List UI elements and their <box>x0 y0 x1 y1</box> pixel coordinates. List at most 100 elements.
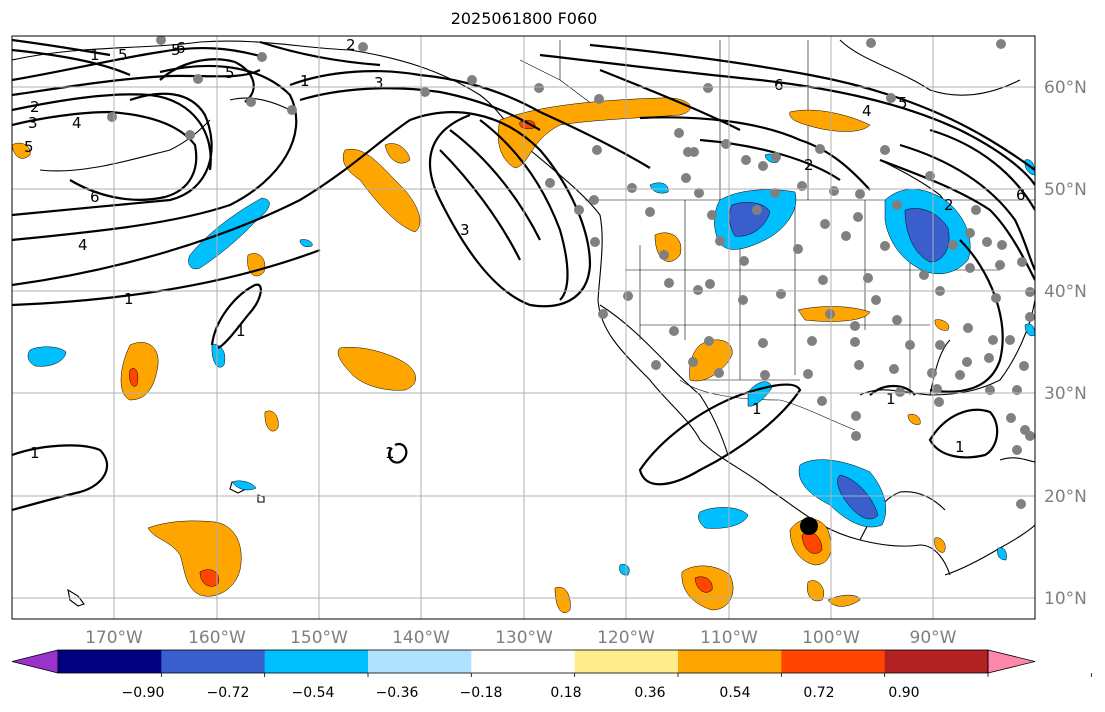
contour-label: 1 <box>90 46 100 64</box>
colorbar <box>11 649 1092 677</box>
contour-label: 5 <box>24 138 34 156</box>
positive-anomaly <box>934 319 950 331</box>
lon-label: 130°W <box>495 628 553 648</box>
negative-anomaly <box>619 564 630 576</box>
contour-label: 1 <box>955 438 965 456</box>
contour-label: 1 <box>385 444 395 462</box>
lat-label: 20°N <box>1044 487 1087 507</box>
positive-anomaly <box>554 586 571 613</box>
contour-labels: 1 1 1 1 1 1 1 1 1 2 2 2 3 3 3 4 4 4 5 5 … <box>24 36 1026 462</box>
colorbar-segment <box>161 650 266 673</box>
contour-label: 5 <box>171 41 181 59</box>
colorbar-tick-label: −0.54 <box>292 685 335 701</box>
negative-anomaly <box>299 239 313 247</box>
negative-anomaly <box>904 208 950 263</box>
contour-label: 6 <box>90 188 100 206</box>
lon-label: 120°W <box>597 628 655 648</box>
contour-label: 1 <box>886 390 896 408</box>
positive-anomaly <box>907 414 921 425</box>
map-plot-area: 1 1 1 1 1 1 1 1 1 2 2 2 3 3 3 4 4 4 5 5 … <box>12 36 1035 619</box>
contour-label: 3 <box>374 74 384 92</box>
colorbar-tick-label: −0.90 <box>122 685 165 701</box>
contour-label: 6 <box>1016 186 1026 204</box>
contour-label: 5 <box>225 64 235 82</box>
contour-label: 1 <box>124 290 134 308</box>
negative-anomaly <box>698 507 749 529</box>
negative-anomaly <box>997 547 1007 561</box>
lat-label: 30°N <box>1044 384 1087 404</box>
negative-anomaly <box>231 480 257 491</box>
positive-anomaly <box>384 143 411 164</box>
contour-label: 5 <box>898 94 908 112</box>
contour-label: 2 <box>30 98 40 116</box>
contour-label: 2 <box>804 156 814 174</box>
contour-label: 4 <box>72 114 82 132</box>
negative-anomaly <box>27 346 67 367</box>
positive-anomaly <box>129 368 139 387</box>
graticule <box>12 36 1035 619</box>
negative-anomaly <box>211 344 226 368</box>
negative-anomaly <box>649 182 669 194</box>
lat-label: 40°N <box>1044 282 1087 302</box>
lat-label: 50°N <box>1044 180 1087 200</box>
colorbar-tick-label: −0.36 <box>376 685 419 701</box>
colorbar-extend-min <box>11 649 59 674</box>
contour-label: 3 <box>460 221 470 239</box>
contour-label: 4 <box>862 102 872 120</box>
map-frame <box>11 35 1036 620</box>
colorbar-tick-label: −0.72 <box>207 685 250 701</box>
lat-label: 10°N <box>1044 589 1087 609</box>
positive-anomaly <box>12 142 31 159</box>
longitude-labels: 170°W 160°W 150°W 140°W 130°W 120°W 110°… <box>85 628 957 648</box>
contour-label: 1 <box>300 72 310 90</box>
colorbar-segment <box>58 650 162 673</box>
storm-center-marker <box>800 517 818 535</box>
colorbar-frame <box>57 649 989 674</box>
positive-anomaly <box>827 594 861 607</box>
positive-anomaly <box>199 569 220 587</box>
positive-anomaly <box>147 520 242 597</box>
positive-anomaly <box>789 109 871 132</box>
latitude-labels: 60°N 50°N 40°N 30°N 20°N 10°N <box>1044 78 1087 609</box>
lon-label: 140°W <box>392 628 450 648</box>
contour-label: 4 <box>78 236 88 254</box>
lon-label: 160°W <box>188 628 246 648</box>
lon-label: 90°W <box>910 628 957 648</box>
contour-label: 2 <box>346 36 356 54</box>
colorbar-extend-max <box>987 649 1036 674</box>
contour-label: 5 <box>118 46 128 64</box>
lat-label: 60°N <box>1044 78 1087 98</box>
colorbar-tick-label: 0.18 <box>550 685 581 701</box>
negative-anomaly <box>837 474 879 520</box>
positive-anomaly <box>120 342 159 401</box>
lon-label: 110°W <box>700 628 758 648</box>
colorbar-segment <box>471 650 576 673</box>
colorbar-segment <box>264 650 369 673</box>
contour-label: 1 <box>236 322 246 340</box>
positive-anomaly <box>934 537 946 553</box>
colorbar-tick-label: 0.54 <box>719 685 750 701</box>
colorbar-segment <box>574 650 679 673</box>
lon-label: 100°W <box>802 628 860 648</box>
positive-anomaly <box>342 148 421 233</box>
colorbar-segment <box>781 650 886 673</box>
colorbar-tick-label: −0.18 <box>460 685 503 701</box>
colorbar-segment <box>678 650 782 673</box>
colorbar-segment <box>884 650 989 673</box>
positive-anomaly <box>497 97 691 169</box>
map-title: 2025061800 F060 <box>450 9 598 28</box>
positive-anomaly <box>337 347 416 391</box>
contour-label: 3 <box>28 114 38 132</box>
lon-label: 150°W <box>290 628 348 648</box>
colorbar-ticks: −0.90 −0.72 −0.54 −0.36 −0.18 0.18 0.36 … <box>122 685 920 701</box>
colorbar-tick-label: 0.72 <box>803 685 834 701</box>
lon-label: 170°W <box>85 628 143 648</box>
positive-anomaly <box>807 580 824 602</box>
colorbar-tick-label: 0.36 <box>634 685 665 701</box>
colorbar-tick-label: 0.90 <box>888 685 919 701</box>
station-markers <box>107 36 1035 509</box>
contour-label: 2 <box>944 196 954 214</box>
negative-anomaly <box>1024 323 1035 337</box>
contour-label: 6 <box>774 76 784 94</box>
